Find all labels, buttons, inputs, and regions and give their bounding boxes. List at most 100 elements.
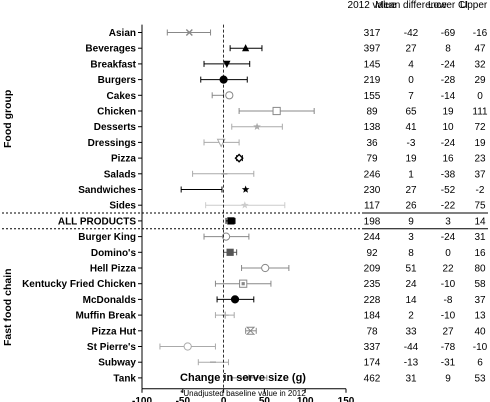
baseline-value: 198 — [364, 216, 381, 227]
forest-row: Sandwiches 230 27 -52 -2 — [78, 185, 485, 196]
mean-value: 31 — [405, 373, 417, 384]
forest-row: Hell Pizza 209 51 22 80 — [90, 264, 486, 275]
x-tick-label: 0 — [221, 396, 227, 402]
mean-value: 65 — [405, 107, 417, 118]
forest-row: Dressings 36 -3 -24 19 — [88, 138, 486, 149]
mean-value: -44 — [404, 342, 419, 353]
forest-row: Burger King 244 3 -24 31 — [78, 232, 486, 243]
lower-ci-value: 10 — [442, 122, 454, 133]
forest-row: Muffin Break 184 2 -10 13 — [75, 311, 486, 322]
baseline-value: 138 — [364, 122, 381, 133]
lower-ci-value: -10 — [441, 311, 456, 322]
upper-ci-value: 0 — [477, 91, 483, 102]
forest-row: Kentucky Fried Chicken 235 24 -10 58 — [22, 279, 486, 290]
row-label: ALL PRODUCTS — [58, 216, 136, 227]
baseline-value: 184 — [364, 311, 381, 322]
upper-ci-value: -16 — [473, 28, 488, 39]
row-label: Breakfast — [90, 59, 136, 70]
forest-row: Breakfast 145 4 -24 32 — [90, 59, 486, 70]
mean-value: 26 — [405, 201, 417, 212]
row-label: Hell Pizza — [90, 264, 137, 275]
baseline-value: 117 — [364, 201, 380, 212]
upper-ci-value: 32 — [474, 59, 486, 70]
upper-ci-value: 6 — [477, 358, 483, 369]
lower-ci-value: -24 — [441, 232, 456, 243]
upper-ci-value: 37 — [474, 169, 486, 180]
upper-ci-value: 80 — [474, 264, 486, 275]
point-marker — [227, 217, 235, 225]
forest-row: Subway 174 -13 -31 6 — [98, 358, 483, 369]
group-label: Food group — [2, 90, 14, 148]
point-marker — [185, 29, 193, 36]
lower-ci-value: 9 — [445, 373, 451, 384]
baseline-value: 79 — [366, 154, 378, 165]
upper-ci-value: -10 — [473, 342, 488, 353]
row-label: McDonalds — [83, 295, 137, 306]
column-headers: 2012 value Mean difference Lower CI Uppe… — [348, 0, 490, 11]
lower-ci-value: -10 — [441, 279, 456, 290]
point-marker — [241, 201, 249, 209]
mean-value: -42 — [404, 28, 419, 39]
mean-value: 3 — [408, 232, 414, 243]
forest-row: Pizza 79 19 16 23 — [111, 153, 486, 165]
baseline-value: 174 — [364, 358, 381, 369]
point-marker — [230, 295, 240, 304]
row-label: Burgers — [98, 75, 137, 86]
baseline-value: 155 — [364, 91, 381, 102]
point-marker — [261, 263, 270, 273]
forest-row: St Pierre's 337 -44 -78 -10 — [87, 342, 488, 353]
forest-row: Salads 246 1 -38 37 — [104, 169, 486, 180]
upper-ci-value: 16 — [474, 248, 486, 259]
x-axis: -100 -50 0 50 100 150 — [132, 24, 355, 402]
baseline-value: 209 — [364, 264, 381, 275]
upper-ci-value: 53 — [474, 373, 486, 384]
lower-ci-value: 19 — [442, 107, 454, 118]
mean-value: 24 — [405, 279, 417, 290]
upper-ci-value: 58 — [474, 279, 486, 290]
lower-ci-value: -14 — [441, 91, 456, 102]
point-marker — [221, 311, 229, 319]
lower-ci-value: -22 — [441, 201, 456, 212]
point-marker — [226, 248, 234, 256]
point-marker — [242, 44, 250, 52]
upper-ci-value: 40 — [474, 326, 486, 337]
forest-row: Domino's 92 8 0 16 — [91, 248, 486, 259]
baseline-value: 246 — [364, 169, 381, 180]
mean-value: 19 — [405, 154, 417, 165]
forest-row: Cakes 155 7 -14 0 — [107, 91, 484, 102]
mean-value: -13 — [404, 358, 419, 369]
row-label: Desserts — [94, 122, 137, 133]
upper-ci-value: 14 — [474, 216, 486, 227]
mean-value: 27 — [405, 44, 417, 55]
baseline-value: 89 — [366, 107, 378, 118]
x-tick-label: 100 — [297, 396, 314, 402]
lower-ci-value: -24 — [441, 59, 456, 70]
row-label: Muffin Break — [75, 311, 136, 322]
baseline-value: 36 — [366, 138, 378, 149]
forest-row: Desserts 138 41 10 72 — [94, 122, 486, 133]
baseline-value: 317 — [364, 28, 381, 39]
row-label: Dressings — [88, 138, 137, 149]
upper-ci-value: 37 — [474, 295, 486, 306]
mean-value: 9 — [408, 216, 414, 227]
mean-value: 1 — [408, 169, 414, 180]
point-marker — [241, 185, 250, 193]
point-marker — [183, 342, 192, 351]
forest-row: ALL PRODUCTS 198 9 3 14 — [58, 216, 486, 227]
row-label: Burger King — [78, 232, 136, 243]
upper-ci-value: 72 — [474, 122, 486, 133]
row-label: Sandwiches — [78, 185, 136, 196]
point-marker — [221, 232, 231, 241]
row-label: Tank — [113, 373, 136, 384]
forest-row: Chicken 89 65 19 111 — [97, 107, 488, 118]
upper-ci-value: 23 — [474, 154, 486, 165]
mean-value: 51 — [405, 264, 417, 275]
point-marker — [225, 91, 234, 100]
mean-value: 14 — [405, 295, 417, 306]
row-label: Sides — [109, 201, 136, 212]
header-baseline: 2012 value — [348, 0, 397, 11]
lower-ci-value: -24 — [441, 138, 456, 149]
